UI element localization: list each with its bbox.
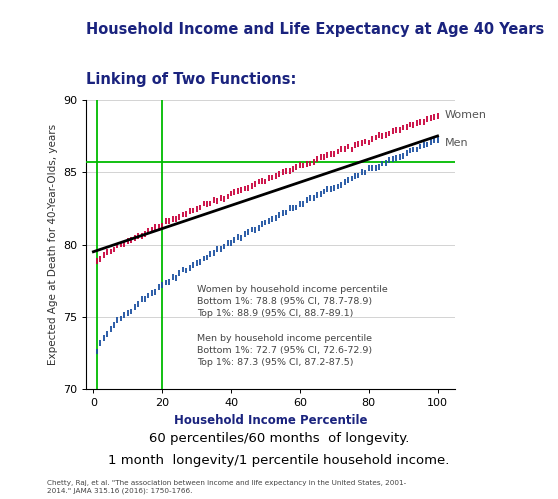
Text: Women by household income percentile
Bottom 1%: 78.8 (95% CI, 78.7-78.9)
Top 1%:: Women by household income percentile Bot…	[196, 285, 387, 367]
Text: Household Income and Life Expectancy at Age 40 Years: Household Income and Life Expectancy at …	[86, 22, 545, 37]
Text: 1 month  longevity/1 percentile household income.: 1 month longevity/1 percentile household…	[108, 454, 450, 467]
Y-axis label: Expected Age at Death for 40-Year-Olds, years: Expected Age at Death for 40-Year-Olds, …	[48, 124, 58, 365]
X-axis label: Household Income Percentile: Household Income Percentile	[174, 414, 367, 427]
Text: 60 percentiles/60 months  of longevity.: 60 percentiles/60 months of longevity.	[149, 432, 409, 445]
Text: Men: Men	[444, 138, 468, 148]
Text: Chetty, Raj, et al. "The association between income and life expectancy in the U: Chetty, Raj, et al. "The association bet…	[47, 480, 407, 494]
Text: Linking of Two Functions:: Linking of Two Functions:	[86, 72, 297, 87]
Text: Women: Women	[444, 109, 487, 119]
